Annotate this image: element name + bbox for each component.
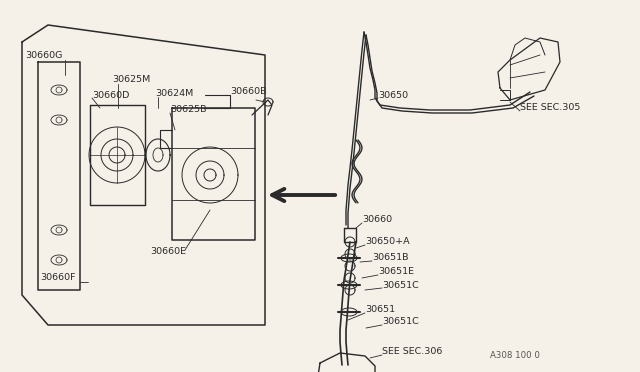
Text: 30650: 30650 bbox=[378, 90, 408, 99]
Text: A308 100 0: A308 100 0 bbox=[490, 352, 540, 360]
Text: 30660F: 30660F bbox=[40, 273, 76, 282]
Text: 30660: 30660 bbox=[362, 215, 392, 224]
Text: SEE SEC.305: SEE SEC.305 bbox=[520, 103, 580, 112]
Text: 30651E: 30651E bbox=[378, 267, 414, 276]
Text: 30660D: 30660D bbox=[92, 90, 129, 99]
Text: 30625B: 30625B bbox=[170, 106, 207, 115]
Text: 30650+A: 30650+A bbox=[365, 237, 410, 247]
Text: 30624M: 30624M bbox=[155, 89, 193, 97]
Text: 30651C: 30651C bbox=[382, 280, 419, 289]
Text: 30651C: 30651C bbox=[382, 317, 419, 327]
Text: 30660E: 30660E bbox=[150, 247, 186, 257]
Text: 30660G: 30660G bbox=[25, 51, 62, 60]
Text: SEE SEC.306: SEE SEC.306 bbox=[382, 347, 442, 356]
Text: 30660B: 30660B bbox=[230, 87, 266, 96]
Text: 30651: 30651 bbox=[365, 305, 395, 314]
Text: 30651B: 30651B bbox=[372, 253, 408, 263]
Text: 30625M: 30625M bbox=[112, 76, 150, 84]
